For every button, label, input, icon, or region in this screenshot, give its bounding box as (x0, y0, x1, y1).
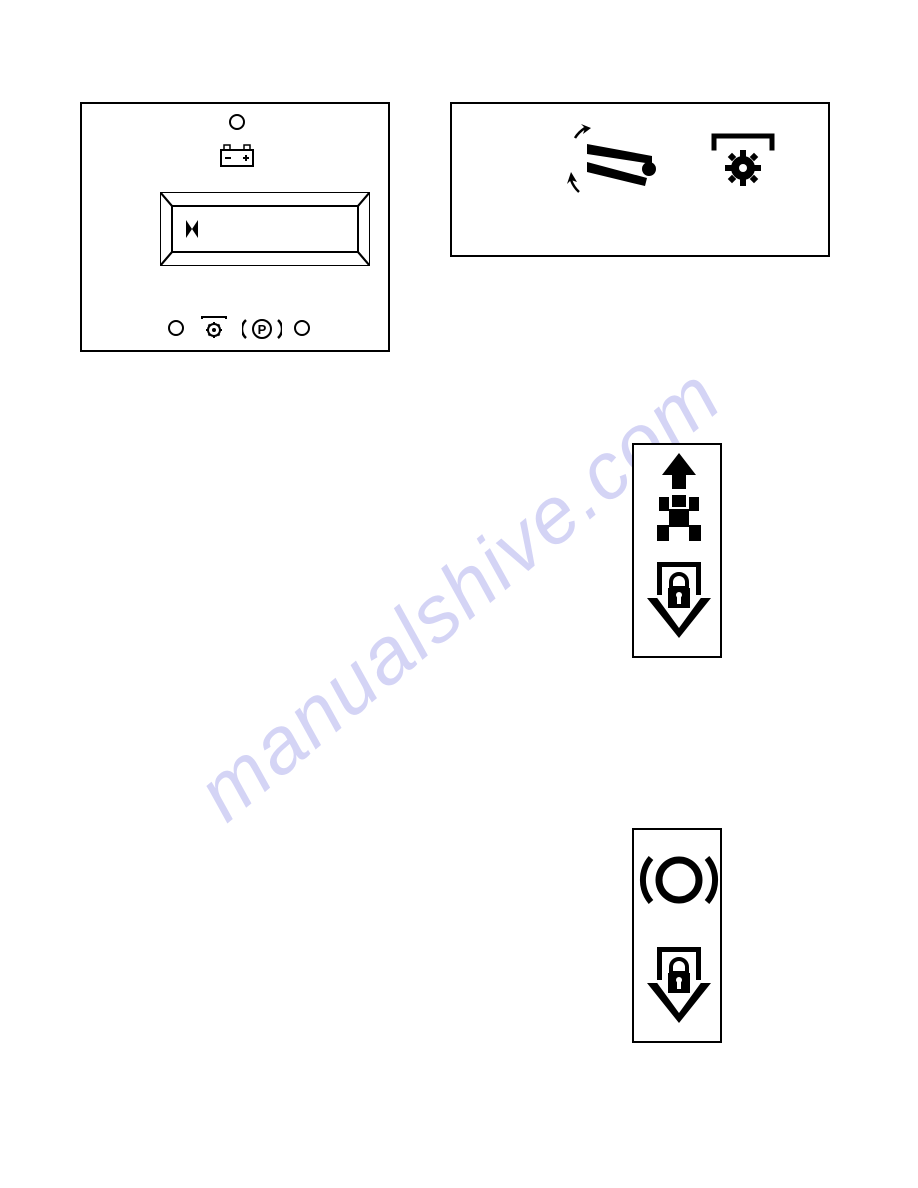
down-shield-lock-icon (647, 562, 711, 638)
up-arrow-icon (662, 453, 696, 489)
parking-brake-p-icon: P (242, 317, 282, 341)
tractor-icon (657, 495, 701, 541)
top-indicator-circle (229, 114, 245, 130)
pto-bracket-gear-icon (710, 132, 776, 192)
bottom-left-indicator-circle (168, 320, 184, 336)
pto-gear-small-icon (200, 315, 228, 341)
brake-circle-icon (643, 858, 715, 902)
speed-lock-panel (632, 443, 722, 658)
dashboard-panel: P (80, 102, 390, 352)
controls-panel (450, 102, 830, 257)
pivot-lever-icon (557, 124, 657, 204)
hour-meter-display (160, 192, 370, 266)
battery-icon (219, 142, 255, 168)
svg-text:P: P (258, 322, 267, 337)
down-shield-lock-icon (647, 947, 711, 1023)
brake-lock-panel (632, 828, 722, 1043)
bottom-right-indicator-circle (294, 320, 310, 336)
